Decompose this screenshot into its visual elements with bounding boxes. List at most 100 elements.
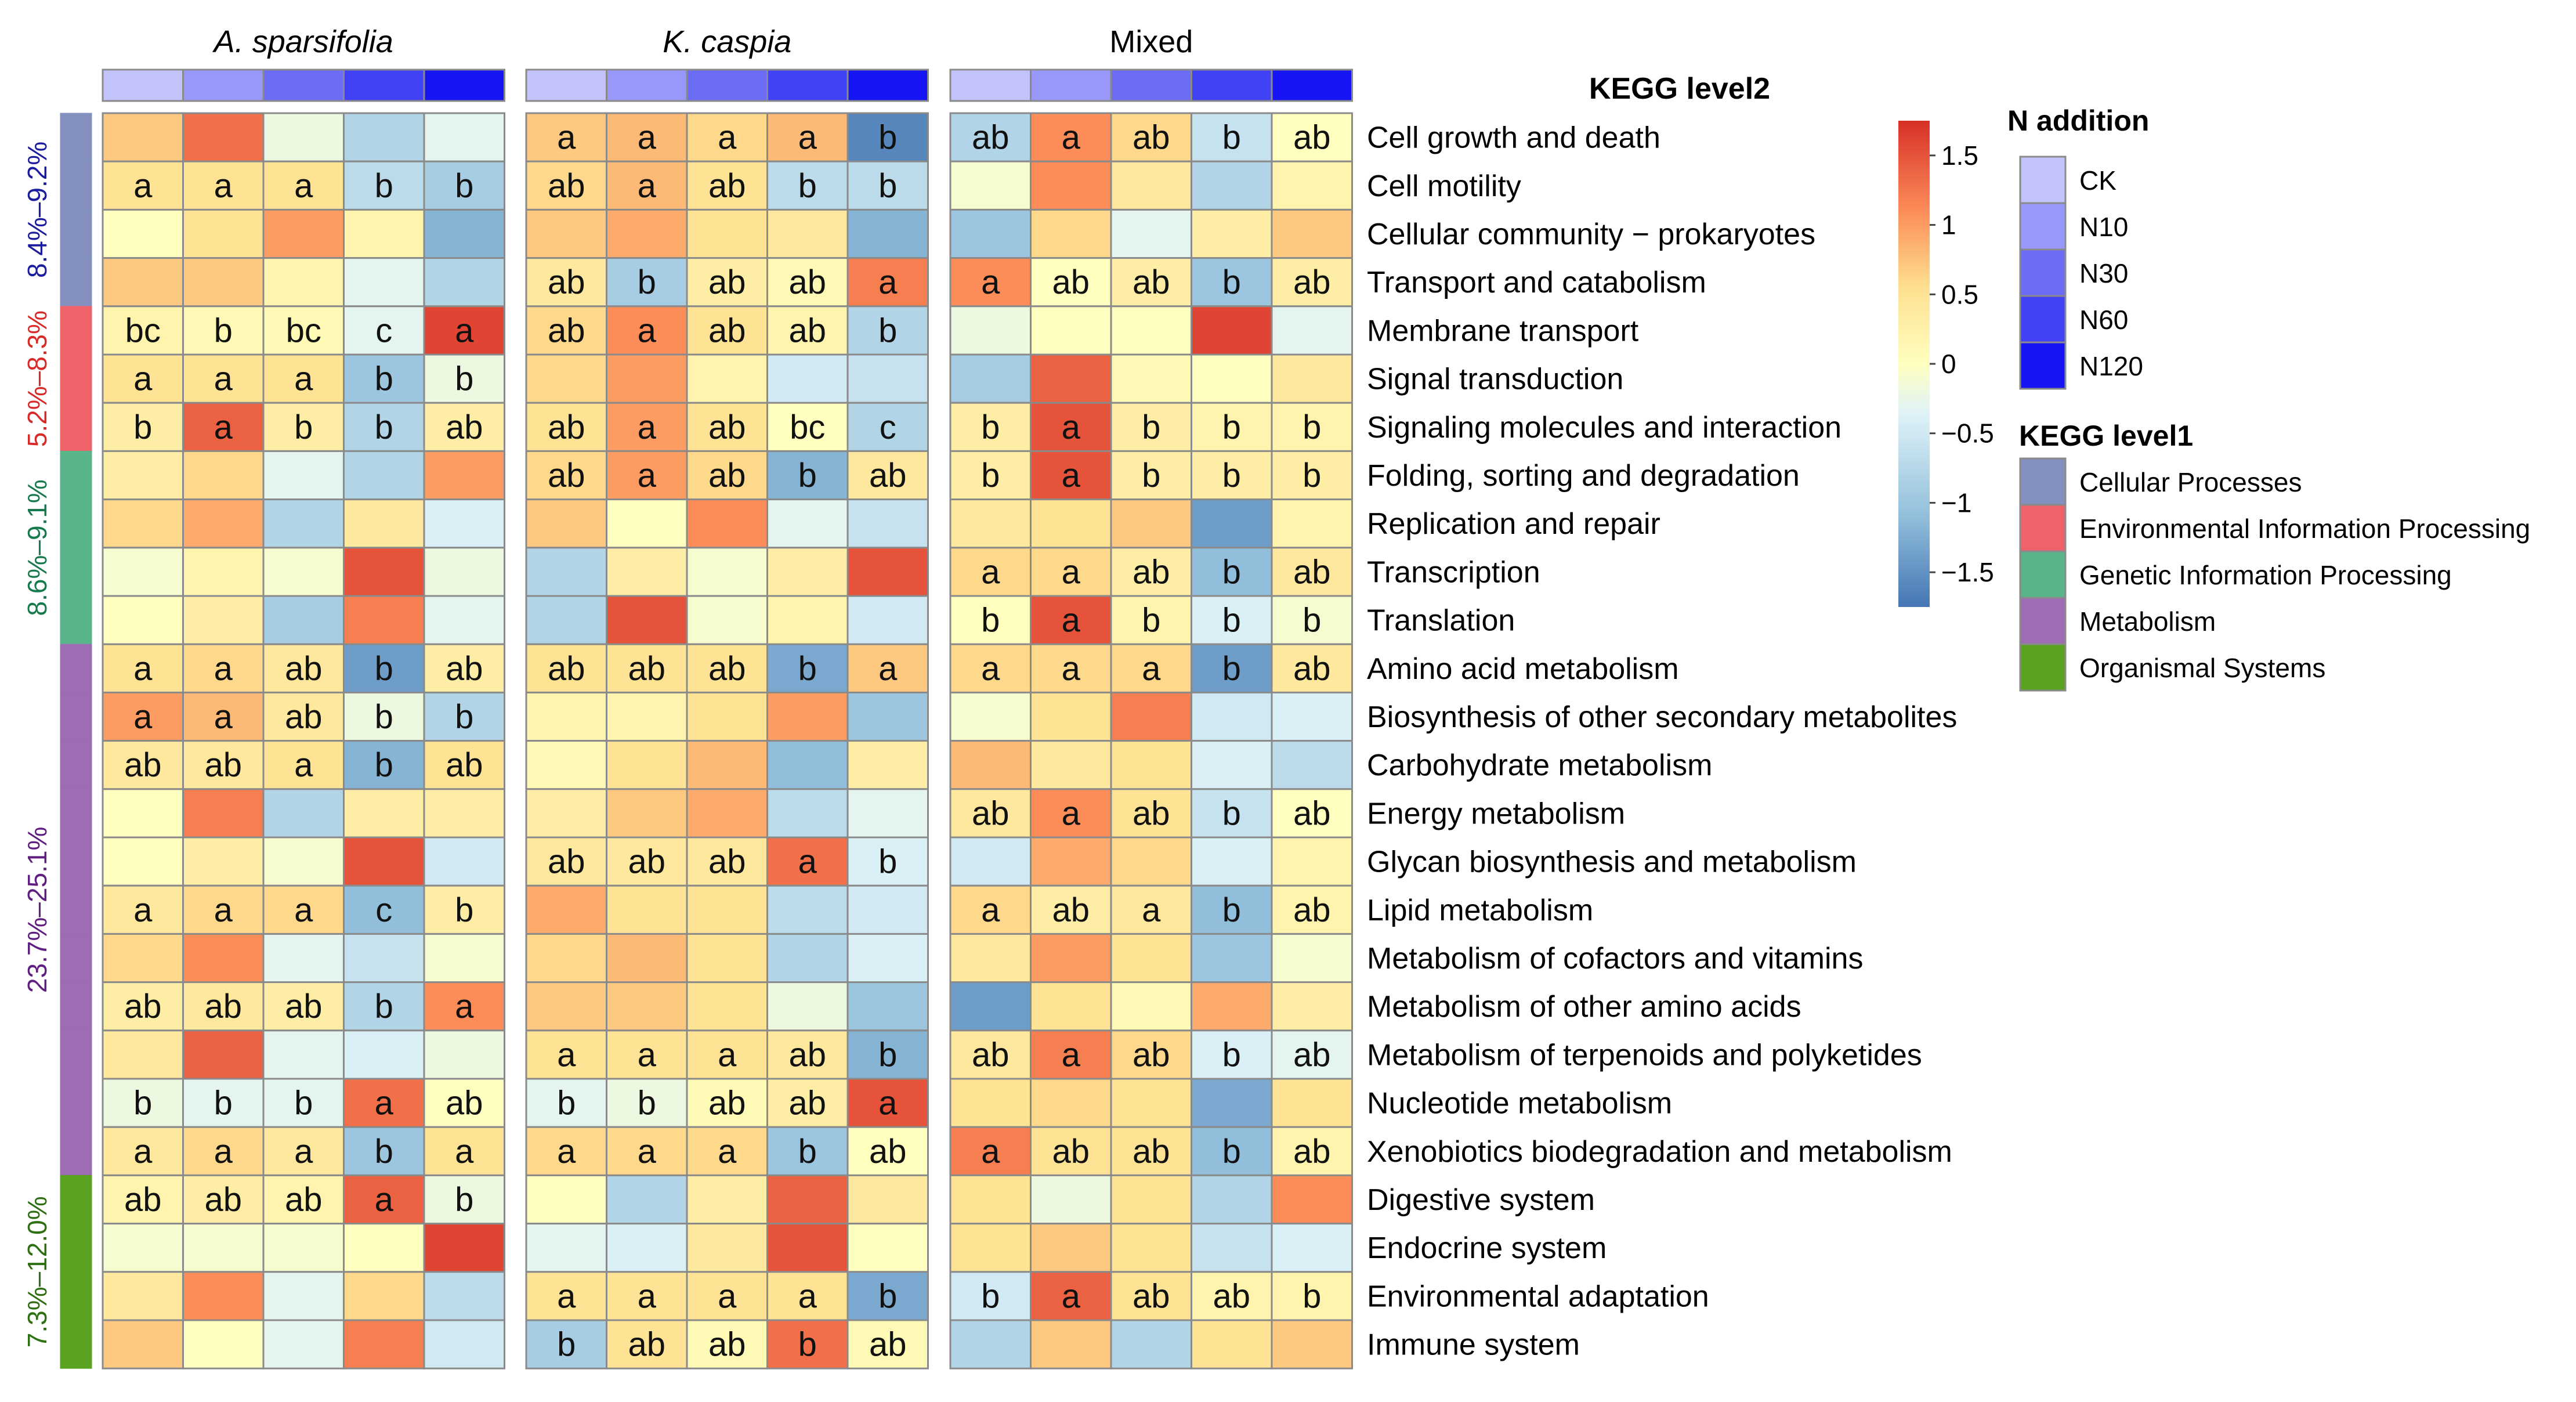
heatmap-cell <box>1110 643 1192 693</box>
treatment-legend-label: N120 <box>2079 351 2143 381</box>
heatmap-cell <box>1271 1126 1353 1176</box>
heatmap-cell <box>343 788 425 839</box>
heatmap-cell <box>525 1271 607 1321</box>
heatmap-cell <box>606 1271 688 1321</box>
heatmap-cell <box>343 1126 425 1176</box>
significance-letter: ab <box>124 988 162 1025</box>
heatmap-cell <box>525 1126 607 1176</box>
heatmap-cell <box>262 208 345 259</box>
heatmap-cell <box>949 1174 1032 1225</box>
color-scale-tick-label: 1.5 <box>1941 140 1978 171</box>
heatmap-cell <box>846 547 929 597</box>
heatmap-cell <box>1030 1126 1112 1176</box>
significance-letter: a <box>1062 553 1081 591</box>
heatmap-cell <box>846 933 929 984</box>
heatmap-cell <box>766 1271 849 1321</box>
significance-letter: ab <box>1293 263 1331 301</box>
heatmap-cell <box>606 1223 688 1273</box>
category-legend-swatch <box>2019 597 2067 645</box>
significance-letter: a <box>981 553 1000 591</box>
heatmap-cell <box>423 450 505 501</box>
heatmap-cell <box>1271 1174 1353 1225</box>
heatmap-cell <box>949 450 1032 501</box>
significance-letter: b <box>981 409 1000 446</box>
category-range-label: 23.7%–25.1% <box>22 827 52 993</box>
significance-letter: a <box>798 843 817 881</box>
row-label: Immune system <box>1367 1328 1580 1362</box>
heatmap-cell <box>1030 1223 1112 1273</box>
significance-letter: ab <box>446 409 483 446</box>
significance-letter: b <box>133 1085 152 1122</box>
treatment-legend-swatch <box>2019 248 2067 297</box>
significance-letter: a <box>214 1133 233 1170</box>
heatmap-cell <box>846 450 929 501</box>
row-label: Xenobiotics biodegradation and metabolis… <box>1367 1135 1952 1169</box>
significance-letter: b <box>1303 409 1321 446</box>
heatmap-cell <box>766 1174 849 1225</box>
significance-letter: ab <box>548 263 585 301</box>
significance-letter: a <box>455 1133 474 1170</box>
significance-letter: ab <box>1293 794 1331 832</box>
category-legend-label: Metabolism <box>2079 606 2216 637</box>
heatmap-cell <box>423 1223 505 1273</box>
category-legends: N addition KEGG level1 CK N10 N30 N60 N120 Ce… <box>2007 104 2530 692</box>
category-annotation-cell <box>60 547 92 597</box>
significance-letter: ab <box>788 1036 826 1074</box>
category-annotation-cell <box>60 1175 92 1224</box>
heatmap-cell <box>423 788 505 839</box>
heatmap-cell <box>262 1271 345 1321</box>
heatmap-cell <box>525 1223 607 1273</box>
category-annotation-cell <box>60 933 92 983</box>
heatmap-cell <box>182 1078 265 1128</box>
significance-letter: a <box>638 457 657 494</box>
heatmap-cell <box>846 643 929 693</box>
heatmap-cell <box>1191 450 1273 501</box>
heatmap-cell <box>102 836 184 887</box>
significance-letter: b <box>981 1277 1000 1315</box>
significance-letter: ab <box>124 1181 162 1219</box>
heatmap-cell <box>1271 933 1353 984</box>
treatment-legend-swatch <box>2019 295 2067 344</box>
heatmap-cell <box>1271 547 1353 597</box>
heatmap-cell <box>343 836 425 887</box>
heatmap-cell <box>423 836 505 887</box>
treatment-bar-2-CK <box>525 68 607 102</box>
heatmap-cell <box>949 595 1032 645</box>
category-annotation-cell <box>60 161 92 210</box>
significance-letter: ab <box>548 312 585 349</box>
significance-letter: a <box>718 1036 737 1074</box>
heatmap-cell <box>102 402 184 452</box>
heatmap-cell <box>686 933 768 984</box>
heatmap-cell <box>949 498 1032 549</box>
category-range-label: 5.2%–8.3% <box>22 310 52 447</box>
significance-letter: a <box>981 1133 1000 1170</box>
heatmap-cell <box>1191 788 1273 839</box>
heatmap-cell <box>846 353 929 404</box>
heatmap-cell <box>343 1029 425 1080</box>
heatmap-cell <box>1271 981 1353 1032</box>
category-annotation-cell <box>60 450 92 500</box>
category-annotation-cell <box>60 1030 92 1079</box>
heatmap-cell <box>1030 112 1112 162</box>
heatmap-cell <box>846 884 929 935</box>
significance-letter: ab <box>285 1181 323 1219</box>
heatmap-cell <box>606 1174 688 1225</box>
heatmap-cell <box>1030 691 1112 742</box>
heatmap-cell <box>1110 1319 1192 1370</box>
significance-letter: a <box>718 119 737 157</box>
heatmap-cell <box>343 498 425 549</box>
heatmap-cell <box>1271 836 1353 887</box>
significance-letter: a <box>638 409 657 446</box>
heatmap-cell <box>262 1319 345 1370</box>
heatmap-cell <box>1030 1029 1112 1080</box>
heatmap-cell <box>1030 933 1112 984</box>
heatmap-cell <box>1110 305 1192 356</box>
row-label: Cell growth and death <box>1367 121 1660 155</box>
heatmap-cell <box>1191 1319 1273 1370</box>
significance-letter: ab <box>548 650 585 688</box>
significance-letter: b <box>375 698 393 736</box>
heatmap-cell <box>102 1319 184 1370</box>
treatment-bar-3-N10 <box>1030 68 1112 102</box>
significance-letter: a <box>294 1133 313 1170</box>
